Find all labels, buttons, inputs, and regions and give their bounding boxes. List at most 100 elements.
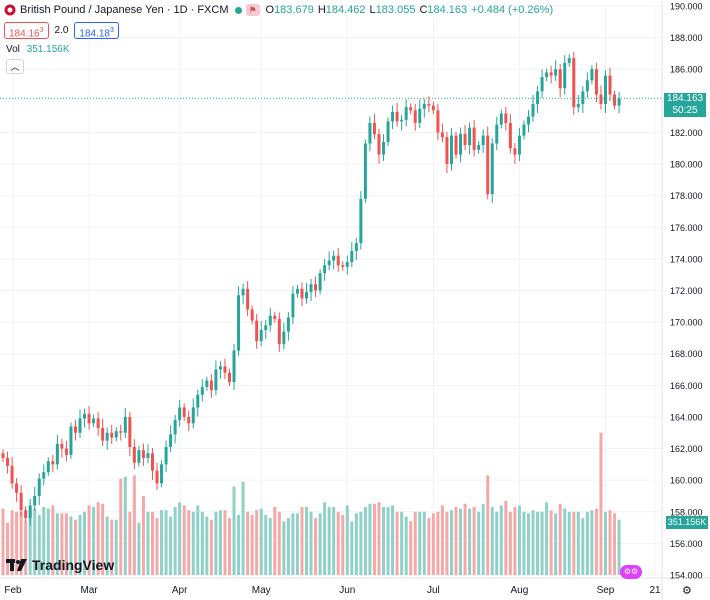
candle-body xyxy=(323,265,327,274)
volume-bar xyxy=(205,516,209,575)
candle-body xyxy=(277,318,281,345)
candle-body xyxy=(223,366,227,373)
sell-button[interactable]: 184.163 xyxy=(4,22,49,39)
candle-body xyxy=(617,98,621,106)
volume-bar xyxy=(431,513,435,575)
candle-body xyxy=(237,295,241,351)
candle-body xyxy=(295,288,299,294)
volume-bar xyxy=(119,478,123,575)
volume-bar xyxy=(377,502,381,575)
candle-body xyxy=(445,137,449,165)
volume-bar xyxy=(427,518,431,575)
volume-bar xyxy=(472,507,476,575)
candle-body xyxy=(137,450,141,463)
price-tick-label: 174.000 xyxy=(670,254,703,264)
volume-bar xyxy=(449,510,453,575)
tradingview-logo[interactable]: TradingView xyxy=(6,557,114,573)
candle-body xyxy=(526,116,530,125)
candle-body xyxy=(377,134,381,155)
volume-bar xyxy=(554,513,558,575)
price-tick-label: 178.000 xyxy=(670,191,703,201)
candle-body xyxy=(69,426,73,455)
candle-body xyxy=(400,119,404,122)
volume-bar xyxy=(282,521,286,575)
volume-bar xyxy=(200,511,204,575)
market-open-dot xyxy=(234,6,242,14)
volume-bar xyxy=(590,510,594,575)
price-tick-label: 154.000 xyxy=(670,571,703,581)
volume-bar xyxy=(268,518,272,575)
collapse-legend-button[interactable]: ︿ xyxy=(6,59,24,74)
candle-body xyxy=(309,284,313,293)
candle-body xyxy=(160,464,164,484)
candle-body xyxy=(522,124,526,136)
candle-body xyxy=(576,103,580,108)
events-icon[interactable]: ⚙⚙ xyxy=(620,565,642,579)
volume-bar xyxy=(563,508,567,575)
candle-body xyxy=(454,135,458,155)
spread-value: 2.0 xyxy=(54,25,69,36)
volume-bar xyxy=(295,513,299,575)
volume-bar xyxy=(291,513,295,575)
change-value: +0.484 (+0.26%) xyxy=(471,4,554,16)
volume-bar xyxy=(594,508,598,575)
candle-body xyxy=(123,416,127,433)
candle-body xyxy=(513,148,517,155)
logo-text: TradingView xyxy=(32,557,115,573)
candle-body xyxy=(51,461,55,465)
volume-bar xyxy=(146,511,150,575)
volume-bar xyxy=(318,513,322,575)
volume-bar xyxy=(436,511,440,575)
buy-button[interactable]: 184.183 xyxy=(74,22,119,39)
volume-bar xyxy=(73,519,77,575)
candle-body xyxy=(28,505,32,519)
candle-body xyxy=(209,380,213,391)
candle-body xyxy=(187,416,191,424)
candle-body xyxy=(55,443,59,465)
flag-icon[interactable]: ⚑ xyxy=(245,4,260,16)
price-tick-label: 186.000 xyxy=(670,65,703,75)
volume-bar xyxy=(413,511,417,575)
candle-body xyxy=(87,413,91,424)
open-label: O xyxy=(265,4,275,16)
candle-body xyxy=(214,369,218,391)
candle-body xyxy=(599,94,603,104)
volume-bar xyxy=(490,507,494,575)
volume-legend[interactable]: Vol 351.156K xyxy=(6,44,70,55)
candle-body xyxy=(395,111,399,122)
volume-bar xyxy=(51,505,55,575)
candle-body xyxy=(1,453,5,459)
last-price-tag: 184.163 50:25 xyxy=(664,93,706,117)
candle-body xyxy=(37,478,41,496)
volume-bar xyxy=(250,514,254,575)
candle-body xyxy=(110,432,114,438)
candle-body xyxy=(449,135,453,165)
candle-body xyxy=(24,510,28,519)
volume-bar xyxy=(6,522,10,575)
time-tick-label: Mar xyxy=(80,585,98,596)
candle-body xyxy=(427,103,431,106)
volume-bar xyxy=(572,511,576,575)
volume-bar xyxy=(368,503,372,575)
candle-body xyxy=(250,309,254,321)
volume-bar xyxy=(150,511,154,575)
volume-bar xyxy=(382,507,386,575)
candle-body xyxy=(286,317,290,332)
high-value: 184.462 xyxy=(325,4,366,16)
candle-body xyxy=(268,315,272,326)
volume-bar xyxy=(599,432,603,575)
volume-bar xyxy=(504,500,508,575)
candle-body xyxy=(350,250,354,263)
settings-gear-icon[interactable]: ⚙ xyxy=(682,585,692,597)
candle-body xyxy=(341,265,345,267)
volume-bar xyxy=(42,507,46,575)
candle-body xyxy=(182,407,186,417)
candle-body xyxy=(545,72,549,78)
candle-body xyxy=(42,472,46,479)
volume-bar xyxy=(196,505,200,575)
volume-bar xyxy=(28,511,32,575)
volume-bar xyxy=(345,505,349,575)
price-axis: 154.000 156.000 158.000 160.000 162.000 164.0… xyxy=(670,2,703,581)
symbol-title[interactable]: British Pound / Japanese Yen · 1D · FXCM xyxy=(20,4,229,16)
